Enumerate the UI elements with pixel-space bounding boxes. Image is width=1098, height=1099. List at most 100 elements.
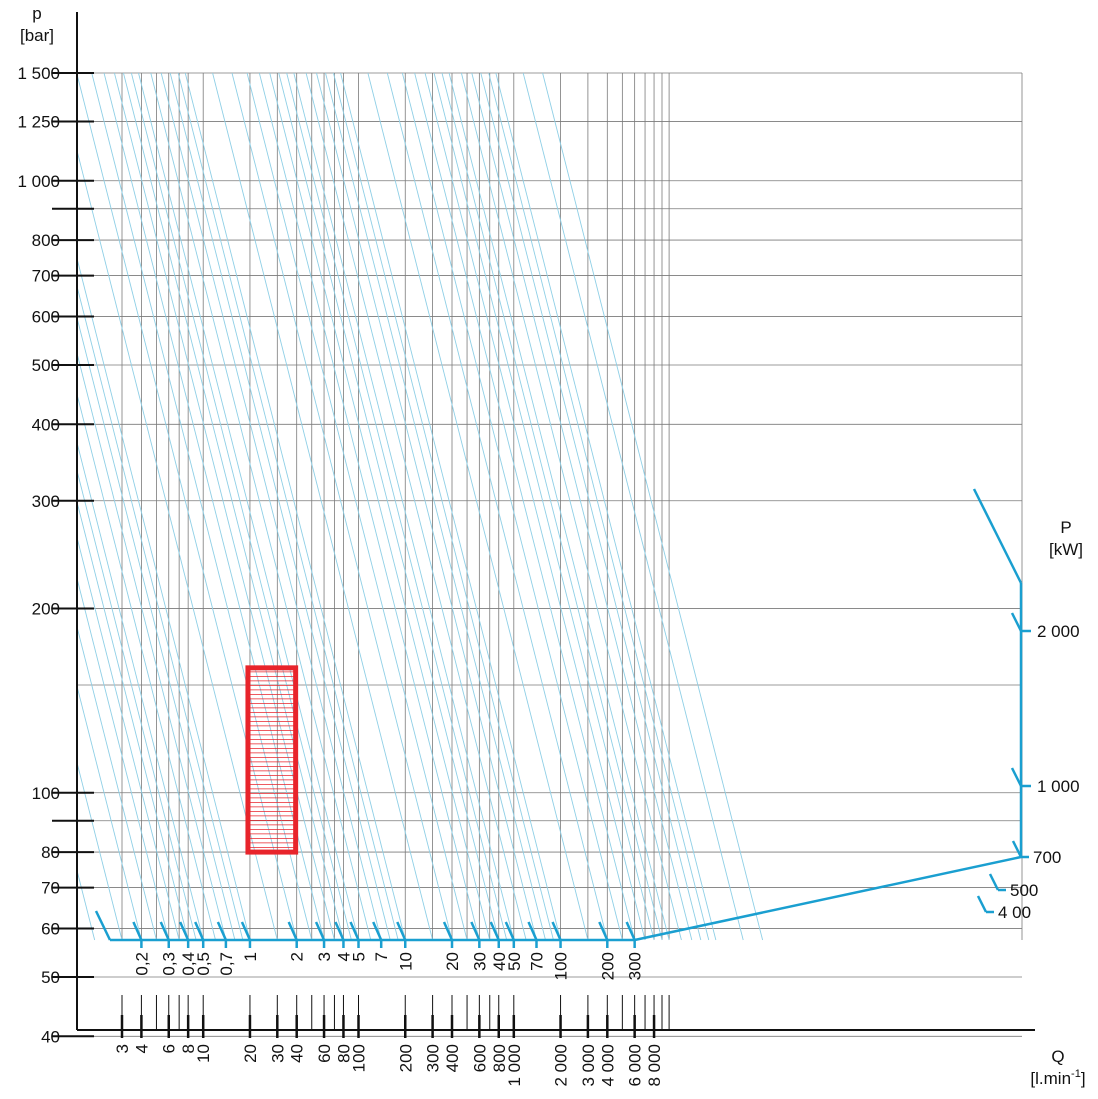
x-tick-label: 4 <box>132 1044 151 1053</box>
power-isoline <box>184 73 406 941</box>
power-isoline <box>78 688 142 941</box>
power-isoline <box>471 73 693 941</box>
power-isoline <box>386 73 608 941</box>
power-tick-diag <box>216 921 228 941</box>
power-tick-diag <box>442 921 454 941</box>
x-tick-label: 8 000 <box>645 1044 664 1087</box>
y-tick-label: 200 <box>32 600 60 619</box>
power-corner-label: 700 <box>1033 848 1061 867</box>
power-tick-diag <box>334 921 345 941</box>
x-tick-label: 2 000 <box>552 1044 571 1087</box>
power-tick-diag <box>396 921 407 941</box>
power-isoline <box>424 73 646 941</box>
power-tick-label: 20 <box>443 952 462 971</box>
power-isoline <box>78 396 216 941</box>
power-tick-diag <box>287 921 298 941</box>
power-corner-tick-diag <box>1011 840 1023 858</box>
power-corner-label: 4 00 <box>998 903 1031 922</box>
power-tick-diag <box>194 921 205 941</box>
power-isoline <box>325 73 546 941</box>
power-isoline <box>78 580 170 941</box>
y-tick-label: 300 <box>32 492 60 511</box>
power-isoline <box>401 73 623 941</box>
power-isoline <box>231 73 453 941</box>
power-tick-diag <box>159 921 170 941</box>
power-tick-label: 3 <box>315 952 334 961</box>
power-tick-diag <box>314 921 326 941</box>
power-corner-tick-diag <box>976 895 988 913</box>
x-tick-label: 6 <box>160 1044 179 1053</box>
power-tick-label: 5 <box>350 952 369 961</box>
power-tick-label: 0,4 <box>179 952 198 976</box>
y-tick-label: 700 <box>32 267 60 286</box>
x-axis-unit-close: ] <box>1081 1069 1086 1088</box>
power-isoline <box>433 73 655 941</box>
power-tick-label: 100 <box>552 952 571 980</box>
power-isoline <box>78 504 189 941</box>
power-scale-start <box>94 910 112 941</box>
x-tick-label: 4 000 <box>598 1044 617 1087</box>
y-tick-label: 70 <box>41 879 60 898</box>
power-isoline <box>78 76 298 941</box>
y-tick-label: 1 500 <box>17 64 60 83</box>
x-tick-label: 300 <box>424 1044 443 1072</box>
x-tick-label: 1 000 <box>505 1044 524 1087</box>
power-isoline <box>177 73 399 941</box>
power-isoline <box>333 73 554 941</box>
power-tick-label: 1 <box>241 952 260 961</box>
y-tick-label: 400 <box>32 415 60 434</box>
power-isoline <box>169 73 391 941</box>
power-isoline <box>78 539 180 941</box>
x-tick-label: 40 <box>288 1044 307 1063</box>
y-axis-ticks: 1 500 1 250 1 000 800 700 600 500 400 300 200 100 8… <box>17 64 94 1046</box>
x-tick-label: 60 <box>315 1044 334 1063</box>
power-isoline <box>114 73 335 941</box>
power-axis-unit: [kW] <box>1049 540 1083 559</box>
power-isoline <box>150 73 372 941</box>
power-right-tick-diag <box>1010 612 1023 632</box>
power-tick-diag <box>527 921 538 941</box>
y-tick-label: 100 <box>32 784 60 803</box>
power-tick-diag <box>132 921 143 941</box>
power-scale-top <box>972 488 1023 584</box>
x-tick-label: 200 <box>396 1044 415 1072</box>
power-isoline <box>286 73 508 941</box>
power-isoline <box>78 152 278 941</box>
y-tick-label: 80 <box>41 843 60 862</box>
power-isoline <box>123 73 344 941</box>
power-isoline <box>78 444 204 941</box>
power-isoline <box>480 73 702 941</box>
power-tick-label: 70 <box>527 952 546 971</box>
power-isoline <box>160 73 382 941</box>
power-tick-label: 0,7 <box>217 952 236 976</box>
x-axis-unit-exponent: -1 <box>1071 1068 1081 1080</box>
x-tick-label: 100 <box>350 1044 369 1072</box>
power-corner-label: 500 <box>1010 881 1038 900</box>
y-tick-label: 600 <box>32 308 60 327</box>
power-tick-diag <box>240 921 252 941</box>
highlight-region <box>245 665 299 855</box>
x-axis-label: Q <box>1051 1047 1064 1066</box>
power-isoline <box>522 73 744 941</box>
power-isoline <box>246 73 468 941</box>
highlight-rect <box>245 665 299 855</box>
x-tick-label: 3 <box>113 1044 132 1053</box>
y-tick-label: 800 <box>32 231 60 250</box>
power-isoline <box>78 472 197 941</box>
y-axis-label: p <box>32 4 41 23</box>
power-isoline <box>78 355 227 941</box>
x-tick-label: 10 <box>194 1044 213 1063</box>
power-isoline <box>495 73 717 941</box>
x-axis-unit-text: [l.min <box>1030 1069 1071 1088</box>
power-isoline <box>78 288 244 941</box>
power-isoline <box>78 319 236 941</box>
power-tick-diag <box>551 921 562 941</box>
x-tick-label: 80 <box>334 1044 353 1063</box>
power-tick-label: 2 <box>288 952 307 961</box>
power-isoline <box>340 73 561 941</box>
power-tick-label: 200 <box>598 952 617 980</box>
power-axis-label: P <box>1060 518 1071 537</box>
y-tick-label: 60 <box>41 920 60 939</box>
